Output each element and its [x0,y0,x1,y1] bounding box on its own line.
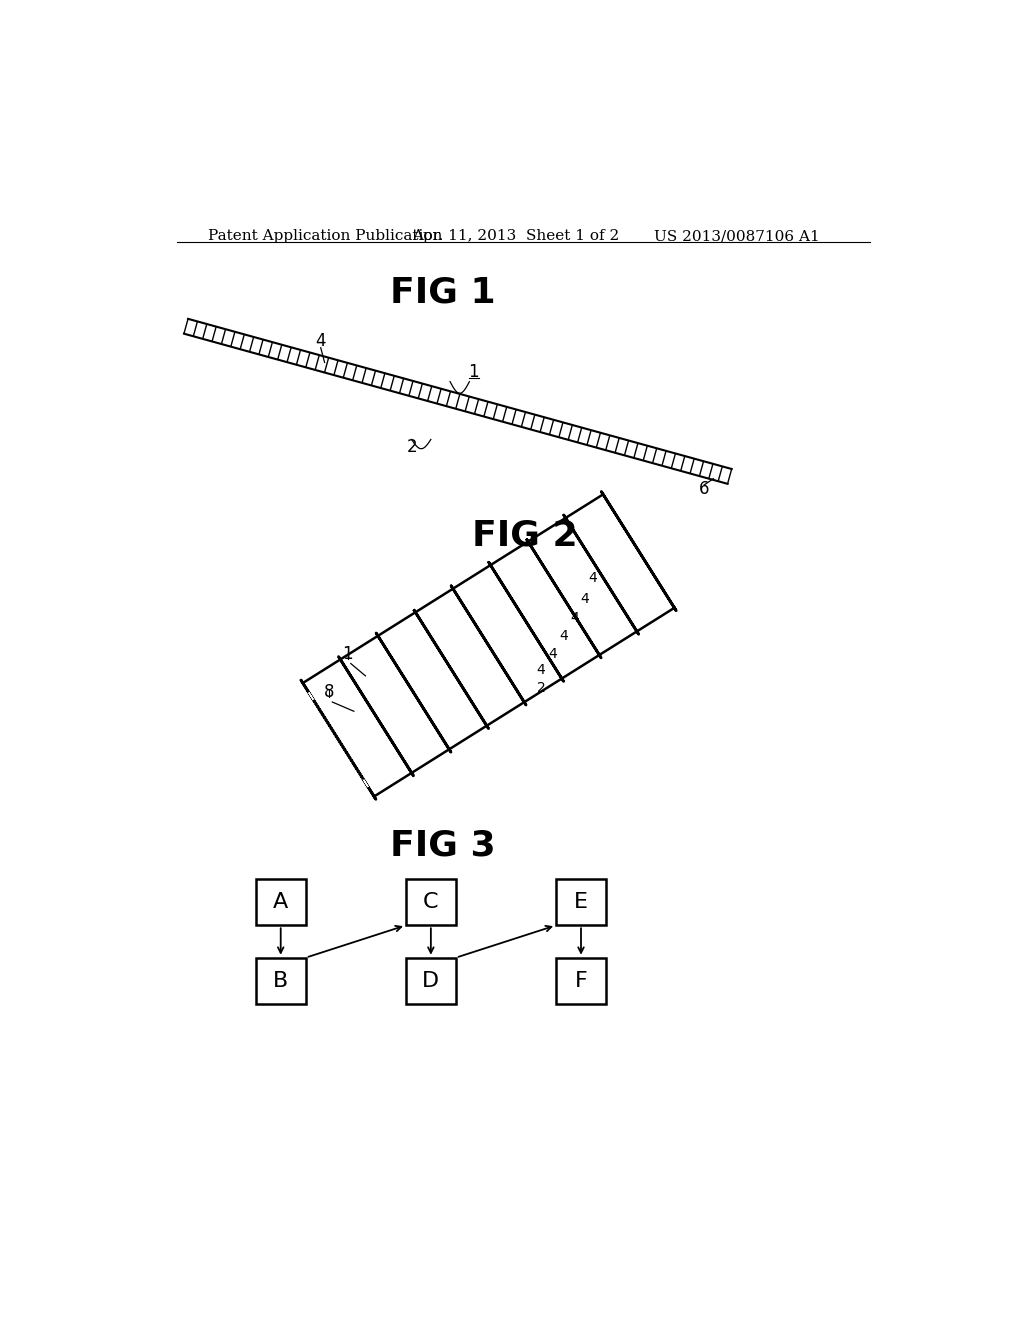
Text: E: E [574,892,588,912]
Text: 1: 1 [468,363,478,381]
Polygon shape [488,562,563,681]
Text: 4: 4 [315,331,326,350]
Text: FIG 2: FIG 2 [472,519,578,553]
Text: 1: 1 [342,644,353,663]
Text: C: C [423,892,438,912]
Text: Apr. 11, 2013  Sheet 1 of 2: Apr. 11, 2013 Sheet 1 of 2 [412,230,618,243]
Text: F: F [574,970,588,991]
Text: 4: 4 [537,664,546,677]
Polygon shape [564,515,639,635]
Text: US 2013/0087106 A1: US 2013/0087106 A1 [654,230,820,243]
Text: Patent Application Publication: Patent Application Publication [208,230,442,243]
Bar [406,958,456,1003]
Text: 8: 8 [324,682,335,701]
Text: 6: 6 [699,480,710,499]
Text: 4: 4 [570,611,580,626]
Text: 2: 2 [537,681,546,696]
Text: D: D [422,970,439,991]
Text: 4: 4 [548,647,557,660]
Text: 4: 4 [560,628,568,643]
Text: 4: 4 [588,572,597,585]
Polygon shape [452,586,526,705]
Text: B: B [273,970,289,991]
Bar [256,958,306,1003]
Polygon shape [309,693,368,787]
Text: FIG 3: FIG 3 [389,829,496,862]
Bar [556,879,606,925]
Text: 2: 2 [407,438,417,457]
Polygon shape [339,656,414,776]
Polygon shape [301,680,376,800]
Polygon shape [313,701,364,779]
Polygon shape [526,539,601,657]
Bar [556,958,606,1003]
Polygon shape [603,495,675,607]
Bar [256,879,306,925]
Bar [406,879,456,925]
Polygon shape [184,319,732,484]
Text: FIG 1: FIG 1 [389,276,496,309]
Polygon shape [414,610,488,729]
Text: A: A [273,892,289,912]
Polygon shape [376,634,451,752]
Text: 4: 4 [581,591,589,606]
